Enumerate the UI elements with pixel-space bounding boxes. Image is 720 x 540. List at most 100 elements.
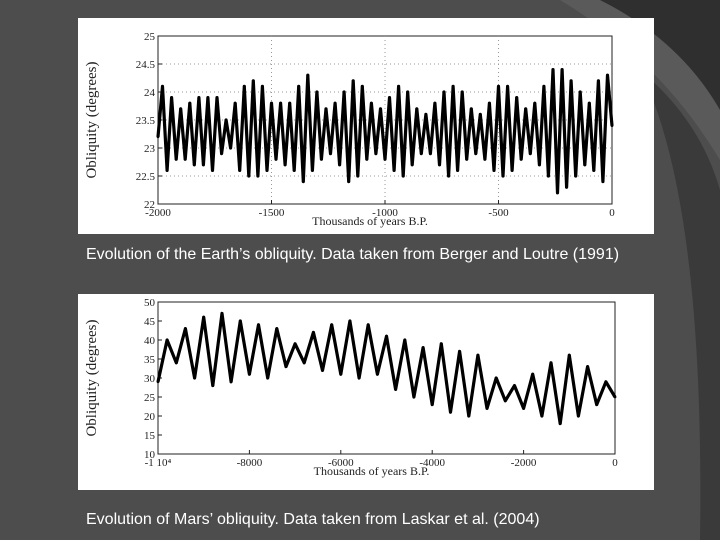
chart0-series-0-point	[192, 163, 196, 167]
chart1-y-tick-label: 50	[144, 297, 156, 309]
chart1-series-0-point	[165, 338, 169, 342]
chart0-series-0-point	[261, 85, 264, 88]
chart1-series-0-point	[193, 376, 196, 380]
chart1-series-0-point	[184, 327, 187, 330]
chart1-series-0-point	[211, 384, 215, 387]
chart0-series-0-point	[469, 107, 473, 111]
chart1-plot-frame	[157, 301, 616, 455]
chart1-series-0-point	[595, 403, 599, 406]
earth-chart-caption: Evolution of the Earth’s obliquity. Data…	[86, 246, 620, 263]
chart1-series-0-point	[421, 346, 425, 349]
chart1-series-0-point	[248, 372, 251, 376]
chart1-series-0-point	[339, 372, 343, 376]
chart0-series-0-point	[297, 85, 301, 88]
chart0-series-0-point	[410, 163, 414, 167]
chart1-series-0-point	[348, 319, 352, 323]
chart0-series-0-point	[220, 152, 224, 156]
chart0-series-0-point	[329, 152, 332, 156]
chart1-series-0-line	[156, 311, 617, 426]
chart1-series-0-point	[366, 323, 370, 327]
chart0-series-0-point	[388, 96, 391, 99]
chart0-series-0-point	[592, 169, 596, 172]
chart0-y-tick-label: 25	[144, 31, 156, 43]
chart1-series-0-point	[549, 361, 553, 365]
chart0-x-tick-label: 0	[609, 207, 615, 219]
chart1-series-0-point	[449, 410, 452, 414]
chart0-series-0-point	[311, 169, 314, 172]
chart0-series-0-point	[556, 191, 559, 195]
chart0-series-0-point	[515, 96, 519, 99]
chart1-series-0-point	[476, 353, 480, 357]
chart0-series-0-point	[202, 163, 205, 167]
chart0-series-0-point	[224, 118, 228, 122]
chart1-series-0-point	[503, 399, 507, 403]
chart1-series-0-point	[202, 315, 206, 319]
chart0-x-tick-label: -500	[488, 207, 509, 219]
chart1-series-0-point	[312, 331, 315, 334]
chart0-series-0-point	[188, 101, 192, 105]
chart0-series-0-point	[170, 96, 173, 99]
chart1-series-0-point	[586, 365, 589, 368]
chart0-series-0-point	[406, 90, 410, 94]
chart1-y-tick-label: 20	[144, 411, 156, 423]
chart0-x-tick-label: -1500	[259, 207, 285, 219]
chart0-series-0-point	[324, 107, 328, 111]
chart0-series-0-point	[583, 163, 587, 167]
chart0-series-0-point	[519, 157, 523, 161]
chart0-series-0-point	[601, 180, 605, 184]
chart0-series-0-point	[533, 101, 537, 105]
chart0-series-0-point	[587, 101, 591, 105]
chart1-series-0-point	[577, 414, 580, 418]
chart1-series-0-point	[522, 407, 525, 410]
chart0-series-0-point	[415, 107, 419, 111]
chart1-series-0-point	[266, 376, 270, 380]
chart0-series-0-point	[569, 79, 573, 83]
chart0-x-tick-label: -1000	[372, 207, 398, 219]
chart0-series-0-point	[538, 163, 541, 167]
chart0-series-0-point	[270, 101, 273, 105]
chart1-x-tick-label: -1 10⁴	[145, 457, 172, 469]
chart0-series-0-point	[465, 157, 469, 161]
chart1-y-tick-label: 15	[144, 430, 156, 442]
chart0-series-0-point	[251, 79, 255, 83]
chart1-series-0-point	[156, 380, 160, 384]
chart0-series-0-point	[342, 90, 346, 94]
chart1-series-0-point	[238, 319, 242, 323]
chart0-y-tick-label: 22	[144, 199, 155, 211]
chart0-series-0-point	[233, 101, 237, 105]
chart0-series-0-point	[274, 157, 278, 161]
chart1-series-0-point	[394, 388, 397, 391]
chart0-series-0-point	[438, 163, 441, 167]
chart0-series-0-point	[606, 73, 609, 77]
chart0-series-0-point	[370, 101, 373, 105]
chart1-series-0-point	[376, 372, 379, 376]
chart0-x-tick-label: -2000	[145, 207, 171, 219]
chart1-y-tick-label: 30	[144, 373, 156, 385]
chart0-series-0-point	[574, 174, 578, 178]
chart1-series-0-point	[412, 395, 416, 399]
chart1-y-axis-label: Obliquity (degrees)	[84, 319, 100, 436]
chart0-series-0-point	[456, 169, 459, 172]
chart0-series-0-point	[283, 163, 287, 167]
chart0-series-0-point	[360, 85, 364, 88]
chart0-series-0-point	[483, 157, 487, 161]
chart0-series-0-point	[501, 174, 505, 178]
chart1-y-tick-label: 45	[144, 316, 156, 328]
chart0-y-tick-label: 23	[144, 143, 156, 155]
chart1-series-0-point	[485, 407, 489, 410]
chart0-series-0-point	[488, 101, 491, 105]
chart0-series-0-point	[211, 169, 214, 172]
chart1-series-0-point	[385, 334, 388, 338]
chart0-series-0-point	[301, 180, 305, 184]
chart1-x-tick-label: -8000	[237, 457, 263, 469]
chart0-series-0-point	[351, 79, 355, 83]
chart0-y-tick-label: 24	[144, 87, 156, 99]
chart1-series-0-point	[467, 414, 471, 418]
chart1-x-tick-label: -2000	[511, 457, 537, 469]
chart1-series-0-point	[430, 403, 434, 406]
chart0-series-0-point	[292, 169, 296, 172]
chart0-series-0-point	[320, 157, 323, 161]
chart1-y-tick-label: 40	[144, 335, 156, 347]
chart0-series-0-point	[356, 174, 360, 178]
